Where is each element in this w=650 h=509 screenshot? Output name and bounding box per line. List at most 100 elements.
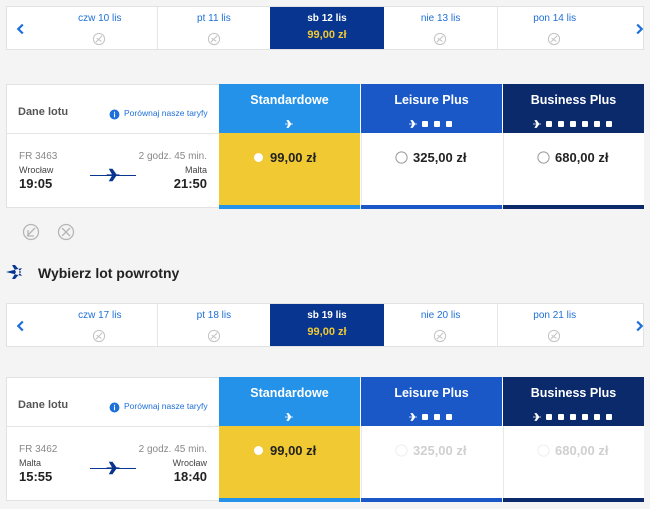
fare-feature-icon: [420, 116, 430, 127]
fare-feature-icon-svg: [533, 413, 541, 421]
no-flight-icon: [91, 328, 107, 344]
fare-header: [361, 377, 502, 426]
fare-feature-icon-svg: [558, 121, 564, 127]
date-cell[interactable]: pon 14 lis: [497, 7, 611, 49]
fare-feature-icon-svg: [594, 121, 600, 127]
fare-column[interactable]: Business Plus 680,00 zł: [503, 377, 644, 502]
fare-feature-icon-svg: [558, 414, 564, 420]
fare-radio[interactable]: [536, 150, 551, 165]
date-cell[interactable]: sb 12 lis 99,00 zł: [270, 7, 384, 49]
date-cell[interactable]: czw 17 lis: [43, 304, 157, 346]
no-flight-icon: [546, 328, 562, 344]
fare-feature-icon-svg: [606, 414, 612, 420]
fare-column[interactable]: Leisure Plus 325,00 zł: [361, 377, 502, 502]
fare-name: Leisure Plus: [394, 386, 469, 400]
fare-feature-icon: [556, 116, 566, 127]
no-flight-icon: [206, 328, 222, 344]
fare-radio-svg: [251, 443, 266, 458]
fare-column[interactable]: Leisure Plus 325,00 zł: [361, 84, 502, 209]
fare-feature-icon-svg: [582, 121, 588, 127]
date-cell[interactable]: sb 19 lis 99,00 zł: [270, 304, 384, 346]
fare-feature-icon: [444, 116, 454, 127]
date-label: sb 19 lis: [307, 310, 347, 321]
no-flight-icon-svg: [548, 329, 561, 343]
fare-price: 325,00 zł: [413, 150, 467, 165]
date-strip: czw 17 lis pt 18 lis sb 19 lis 99,00 zł nie …: [6, 303, 644, 347]
fare-feature-icon-svg: [446, 414, 452, 420]
fare-feature-icon: [604, 116, 614, 127]
fare-column[interactable]: Standardowe 99,00 zł: [219, 377, 360, 502]
fare-body: 99,00 zł: [219, 133, 360, 205]
route-plane: [105, 460, 121, 476]
flight-duration: 2 godz. 45 min.: [138, 151, 207, 162]
next-arrow-svg: [636, 23, 644, 35]
flight-from: Wrocław: [19, 165, 54, 175]
info-icon-svg: [109, 402, 120, 413]
fare-feature-icon: [444, 409, 454, 420]
fare-price: 99,00 zł: [270, 443, 317, 458]
fare-feature-icon: [556, 409, 566, 420]
fare-feature-icon-svg: [546, 121, 552, 127]
compare-link[interactable]: Porównaj nasze taryfy: [124, 108, 208, 118]
fare-name: Business Plus: [530, 93, 617, 107]
prev-arrow[interactable]: [12, 317, 30, 335]
fare-price: 680,00 zł: [555, 443, 609, 458]
date-label: pon 14 lis: [533, 13, 577, 24]
fare-radio-svg: [395, 444, 408, 457]
fare-feature-icon: [580, 409, 590, 420]
fare-feature-icon-svg: [422, 121, 428, 127]
fare-price: 99,00 zł: [270, 150, 317, 165]
prev-arrow[interactable]: [12, 20, 30, 38]
fare-bottom-bar: [361, 205, 502, 209]
fare-column[interactable]: Business Plus 680,00 zł: [503, 84, 644, 209]
fare-body: 325,00 zł: [361, 426, 502, 498]
date-cell[interactable]: pt 18 lis: [156, 304, 271, 346]
next-arrow[interactable]: [630, 20, 648, 38]
return-title: Wybierz lot powrotny: [38, 265, 180, 281]
date-label: pt 11 lis: [197, 13, 231, 24]
fare-radio[interactable]: [394, 150, 409, 165]
fare-price: 680,00 zł: [555, 150, 609, 165]
fare-column[interactable]: Standardowe 99,00 zł: [219, 84, 360, 209]
flight-from: Malta: [19, 458, 42, 468]
fare-feature-icon-svg: [606, 121, 612, 127]
no-flight-icon-svg: [92, 329, 106, 343]
fare-feature-icon-svg: [409, 120, 417, 128]
fare-feature-icon-svg: [285, 120, 293, 128]
fare-radio[interactable]: [536, 443, 551, 458]
fare-feature-icon-svg: [422, 414, 428, 420]
fare-feature-icon-svg: [434, 414, 440, 420]
fare-radio[interactable]: [251, 150, 266, 165]
fare-feature-icon-svg: [533, 120, 541, 128]
date-cell[interactable]: pt 11 lis: [156, 7, 271, 49]
arrival-time: 21:50: [173, 176, 207, 191]
info-icon: [109, 107, 120, 120]
date-cell[interactable]: pon 21 lis: [497, 304, 611, 346]
flight-duration: 2 godz. 45 min.: [138, 444, 207, 455]
fare-feature-icon-svg: [570, 121, 576, 127]
date-label: nie 20 lis: [420, 310, 461, 321]
date-cell[interactable]: nie 13 lis: [384, 7, 498, 49]
no-flight-icon-svg: [433, 32, 446, 46]
fare-body: 325,00 zł: [361, 133, 502, 205]
fare-name: Business Plus: [530, 386, 617, 400]
fare-feature-icon: [284, 409, 294, 421]
fare-feature-icon: [592, 116, 602, 127]
no-flight-icon: [432, 328, 448, 344]
fare-feature-icon: [592, 409, 602, 420]
divider: [7, 426, 219, 427]
date-price: 99,00 zł: [307, 29, 347, 41]
fare-radio[interactable]: [394, 443, 409, 458]
fare-bottom-bar: [503, 205, 644, 209]
info-icon-svg: [109, 109, 120, 120]
fare-body: 680,00 zł: [503, 133, 644, 205]
date-cell[interactable]: nie 20 lis: [384, 304, 498, 346]
date-cell[interactable]: czw 10 lis: [43, 7, 157, 49]
next-arrow[interactable]: [630, 317, 648, 335]
fare-radio[interactable]: [251, 443, 266, 458]
compare-link[interactable]: Porównaj nasze taryfy: [124, 401, 208, 411]
date-label: pt 18 lis: [196, 310, 232, 321]
fare-radio-svg: [395, 151, 408, 164]
fare-name: Standardowe: [250, 93, 329, 107]
